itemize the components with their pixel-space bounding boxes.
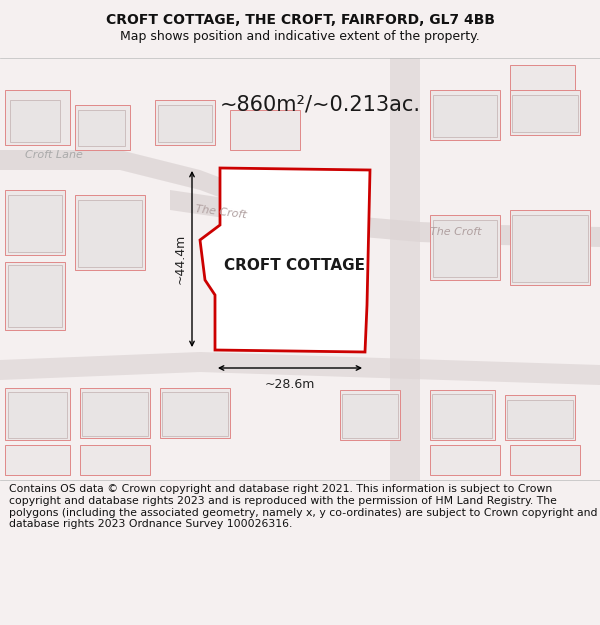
Polygon shape [430,215,500,280]
Polygon shape [5,388,70,440]
Polygon shape [510,65,575,90]
Polygon shape [78,110,125,146]
Polygon shape [342,394,398,438]
Polygon shape [5,262,65,330]
Polygon shape [430,90,500,140]
Text: CROFT COTTAGE, THE CROFT, FAIRFORD, GL7 4BB: CROFT COTTAGE, THE CROFT, FAIRFORD, GL7 … [106,13,494,27]
Polygon shape [80,445,150,475]
Polygon shape [512,95,578,132]
Polygon shape [510,445,580,475]
Polygon shape [512,215,588,282]
Polygon shape [200,168,370,352]
Polygon shape [8,195,62,252]
Polygon shape [5,190,65,255]
Polygon shape [158,105,212,142]
Polygon shape [10,100,60,142]
Polygon shape [433,95,497,137]
Polygon shape [5,90,70,145]
Text: ~860m²/~0.213ac.: ~860m²/~0.213ac. [220,95,421,115]
Text: Croft Lane: Croft Lane [25,150,83,160]
Polygon shape [390,58,420,480]
Polygon shape [430,445,500,475]
Polygon shape [432,394,492,438]
Polygon shape [507,400,573,438]
Text: The Croft: The Croft [430,227,482,237]
Polygon shape [505,395,575,440]
Polygon shape [0,352,600,385]
Polygon shape [75,195,145,270]
Polygon shape [433,220,497,277]
Text: The Croft: The Croft [195,204,247,220]
Polygon shape [170,190,600,247]
Polygon shape [0,150,240,205]
Polygon shape [78,200,142,267]
Polygon shape [5,445,70,475]
Polygon shape [430,390,495,440]
Polygon shape [510,210,590,285]
Text: Map shows position and indicative extent of the property.: Map shows position and indicative extent… [120,30,480,42]
Polygon shape [230,110,300,150]
Text: Contains OS data © Crown copyright and database right 2021. This information is : Contains OS data © Crown copyright and d… [9,484,598,529]
Polygon shape [8,392,67,438]
Polygon shape [340,390,400,440]
Polygon shape [160,388,230,438]
Text: CROFT COTTAGE: CROFT COTTAGE [224,258,365,272]
Polygon shape [75,105,130,150]
Polygon shape [82,392,148,436]
Polygon shape [8,265,62,327]
Polygon shape [155,100,215,145]
Text: ~28.6m: ~28.6m [265,378,315,391]
Polygon shape [80,388,150,438]
Polygon shape [162,392,228,436]
Polygon shape [510,90,580,135]
Text: ~44.4m: ~44.4m [174,234,187,284]
